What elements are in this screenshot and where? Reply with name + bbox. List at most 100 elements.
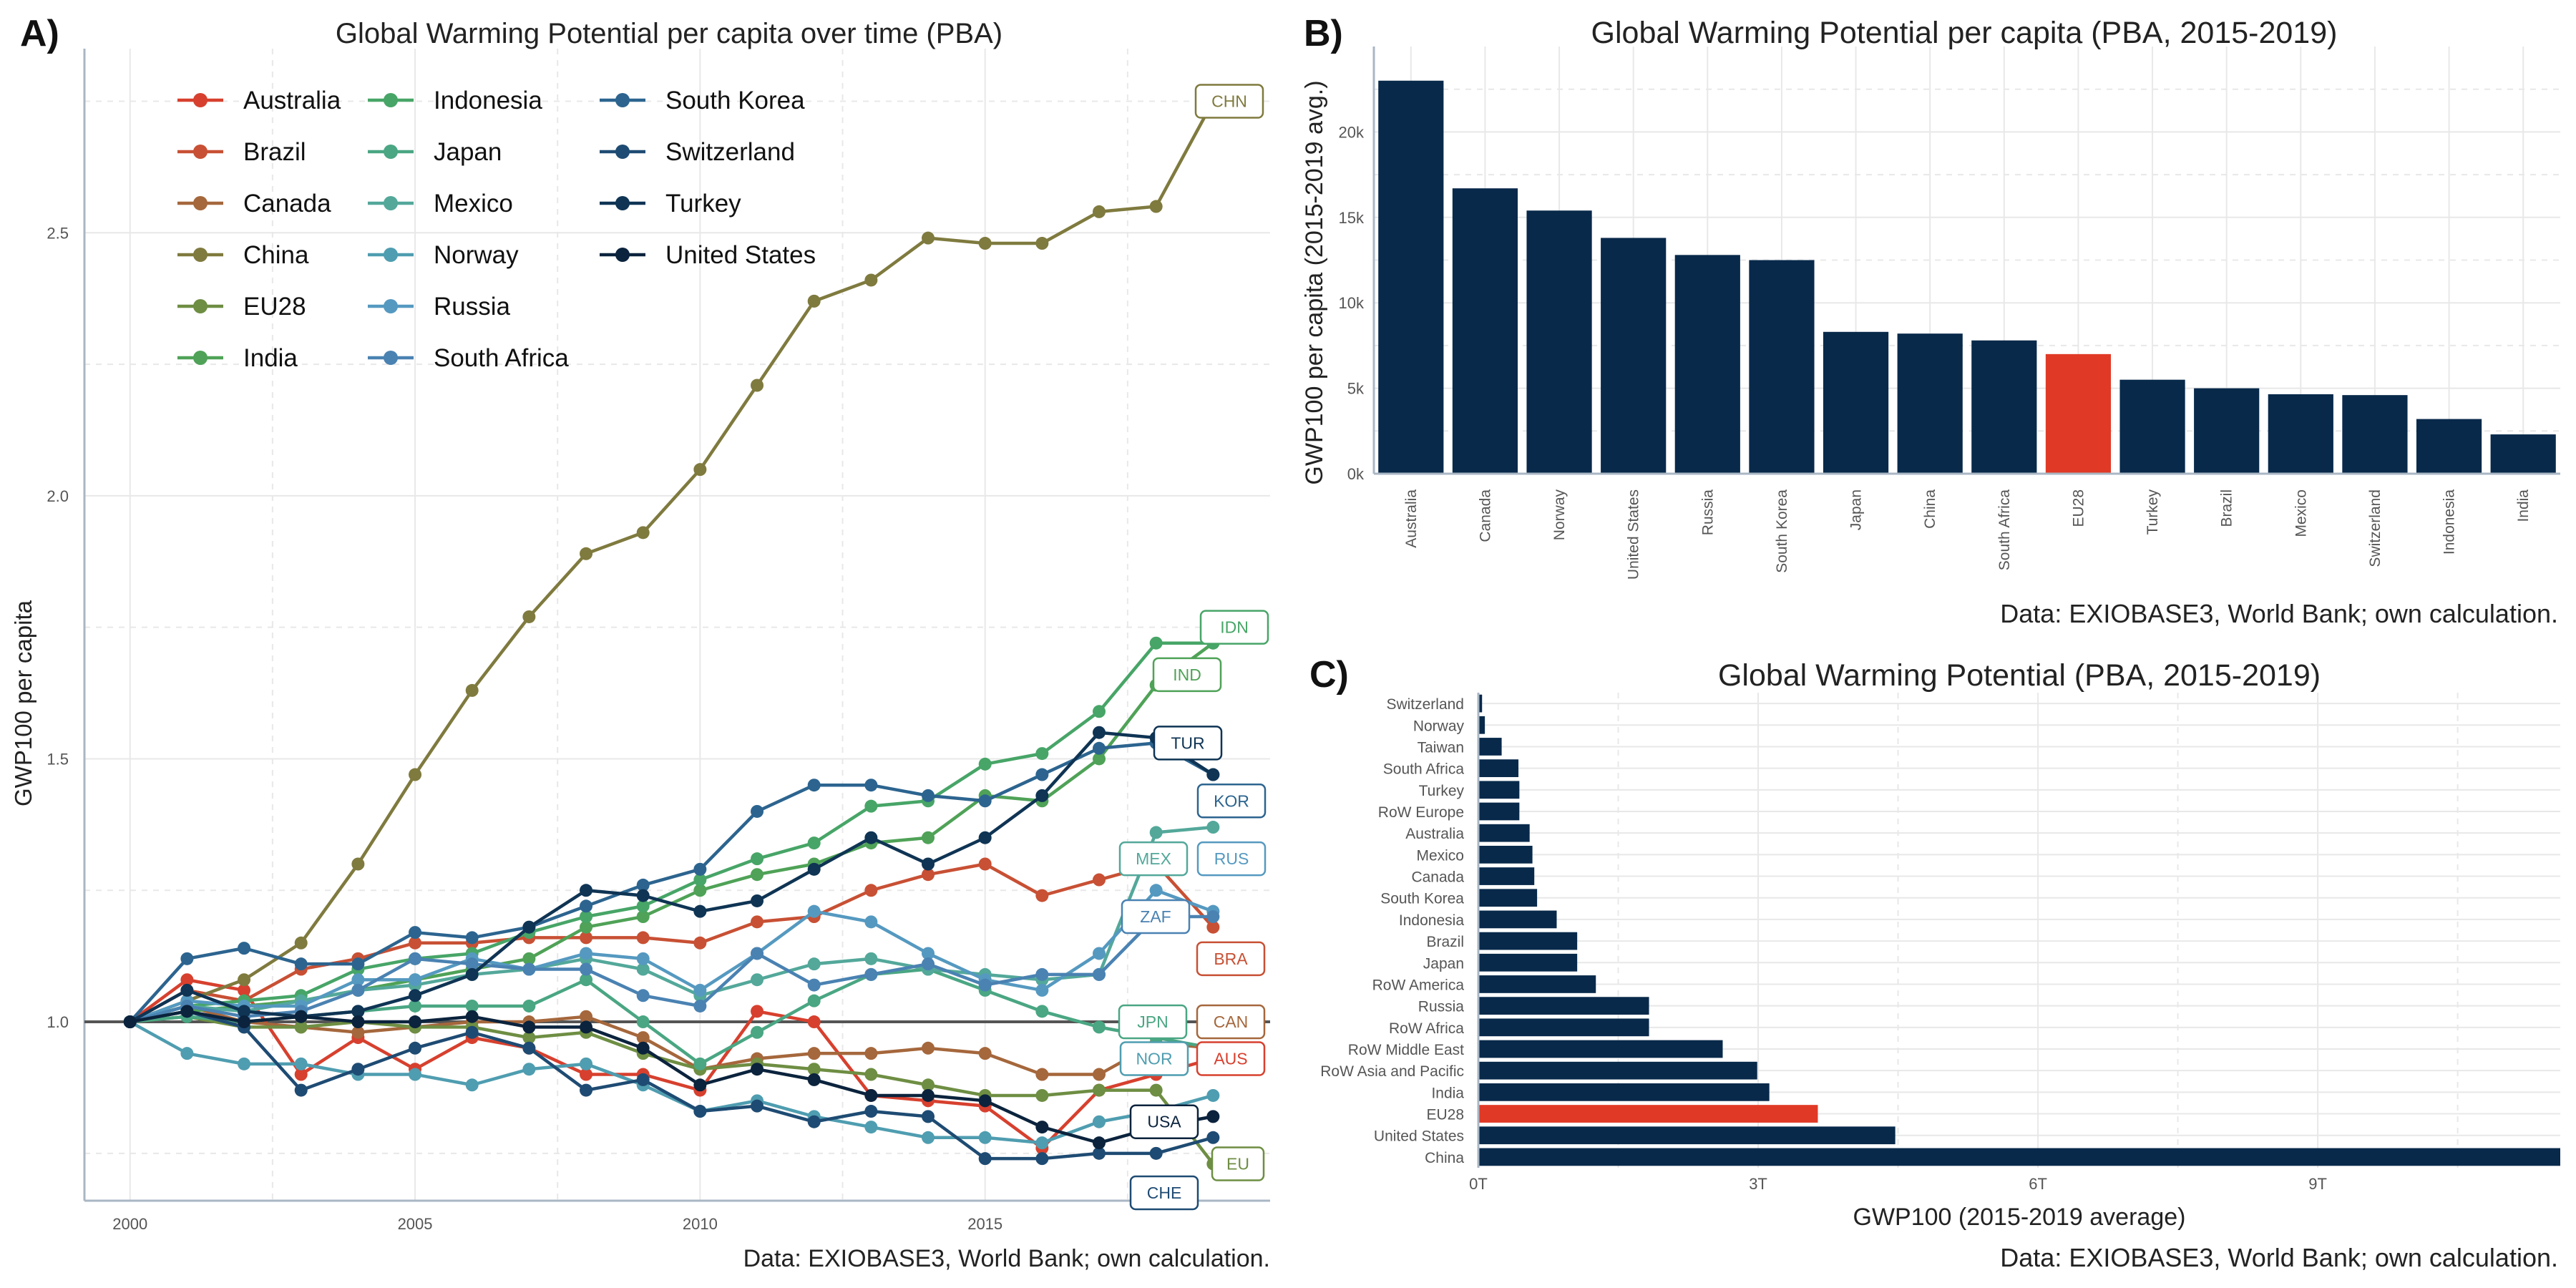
data-point-che — [1035, 1152, 1049, 1166]
data-point-nor — [409, 1068, 422, 1081]
legend-item-label: Brazil — [243, 138, 306, 166]
data-point-tur — [465, 967, 479, 981]
panel-b-bars — [1378, 80, 2556, 474]
end-label-text: USA — [1147, 1113, 1181, 1131]
data-point-eu — [922, 1078, 935, 1092]
end-label-text: MEX — [1136, 849, 1171, 868]
bar-japan — [1478, 953, 1578, 972]
bar-row-europe — [1478, 802, 1520, 821]
bar-canada — [1478, 867, 1535, 885]
data-point-tur — [351, 1005, 365, 1018]
data-point-tur — [522, 920, 536, 934]
data-point-usa — [522, 1020, 536, 1034]
end-label-text: EU — [1226, 1155, 1249, 1174]
data-point-chn — [978, 237, 992, 250]
data-point-chn — [580, 547, 593, 560]
data-point-kor — [409, 926, 422, 940]
data-point-usa — [693, 1078, 707, 1092]
bar-south-korea — [1749, 260, 1815, 474]
data-point-mex — [1149, 826, 1163, 839]
series-line-bra — [129, 862, 1215, 1024]
data-point-rus — [580, 947, 593, 960]
bar-brazil — [2194, 388, 2260, 474]
bar-row-africa — [1478, 1018, 1649, 1037]
end-label-box — [1118, 1004, 1188, 1040]
bar-united-states — [1478, 1126, 1896, 1145]
data-point-usa — [636, 1041, 650, 1055]
legend-key-point — [384, 145, 398, 159]
series-line-kor — [129, 741, 1214, 1023]
x-tick-label: Japan — [1848, 489, 1865, 530]
data-point-kor — [580, 899, 593, 913]
bar-mexico — [1478, 845, 1533, 864]
data-point-can — [351, 1025, 365, 1039]
end-label-box — [1196, 784, 1267, 819]
data-point-chn — [522, 610, 536, 623]
y-tick-label: Canada — [1411, 869, 1464, 886]
data-point-nor — [465, 1078, 479, 1092]
data-point-nor — [1093, 1115, 1106, 1128]
x-tick-label: Australia — [1403, 489, 1420, 548]
y-tick-label: 10k — [1339, 294, 1365, 312]
panel-a-title: Global Warming Potential per capita over… — [336, 18, 1002, 49]
data-point-che — [351, 1063, 365, 1076]
data-point-kor — [180, 952, 194, 965]
x-tick-label: China — [1922, 489, 1938, 529]
x-tick-label: 2005 — [398, 1215, 433, 1233]
data-point-idn — [1035, 747, 1049, 761]
bar-india — [2490, 434, 2556, 474]
y-tick-label: RoW Middle East — [1348, 1042, 1464, 1058]
data-point-aus — [294, 1068, 308, 1081]
series-line-chn — [129, 100, 1215, 1024]
x-tick-label: 3T — [1749, 1175, 1767, 1193]
data-point-nor — [922, 1131, 935, 1144]
series-line-usa — [130, 1010, 1214, 1145]
bar-row-asia-and-pacific — [1478, 1061, 1757, 1080]
legend-key-point — [384, 93, 398, 107]
legend-item-label: Turkey — [665, 190, 741, 218]
y-tick-label: United States — [1374, 1128, 1464, 1145]
y-tick-label: 5k — [1347, 380, 1365, 398]
end-label-text: IND — [1173, 665, 1201, 684]
data-point-chn — [1035, 237, 1049, 250]
series-line-che — [130, 1010, 1214, 1161]
data-point-usa — [351, 1015, 365, 1029]
y-tick-label: China — [1425, 1150, 1464, 1166]
data-point-ind — [693, 884, 707, 897]
end-label-box — [1121, 899, 1191, 935]
legend-item-label: Mexico — [434, 190, 513, 218]
data-point-usa — [238, 1015, 251, 1029]
bar-indonesia — [1478, 910, 1557, 929]
data-point-rus — [693, 983, 707, 997]
data-point-rus — [1093, 947, 1106, 960]
data-point-zaf — [636, 989, 650, 1002]
data-point-can — [922, 1041, 935, 1055]
data-point-zaf — [922, 957, 935, 971]
data-point-che — [693, 1105, 707, 1118]
x-tick-label: 0T — [1469, 1175, 1488, 1193]
y-tick-label: RoW Asia and Pacific — [1320, 1063, 1464, 1080]
bar-russia — [1478, 997, 1649, 1015]
data-point-ind — [922, 831, 935, 844]
y-tick-label: Turkey — [1419, 783, 1465, 799]
bar-switzerland — [1478, 694, 1483, 713]
panel-a-label: A) — [20, 13, 59, 54]
panel-c-xlabel: GWP100 (2015-2019 average) — [1853, 1204, 2186, 1231]
data-point-aus — [580, 1068, 593, 1081]
legend-item-label: Japan — [434, 138, 502, 166]
bar-canada — [1452, 188, 1518, 474]
data-point-usa — [922, 1088, 935, 1102]
panel-a-end-labels: CHN IDN IND TUR KOR MEX RUS ZAF BRA JPN CAN NOR AUS U… — [1118, 84, 1269, 1211]
y-tick-label: Mexico — [1416, 847, 1464, 864]
bar-norway — [1478, 716, 1485, 734]
data-point-bra — [409, 936, 422, 950]
data-point-bra — [864, 884, 878, 897]
data-point-che — [1093, 1146, 1106, 1160]
data-point-can — [978, 1047, 992, 1060]
data-point-chn — [693, 463, 707, 477]
data-point-bra — [693, 936, 707, 950]
series-line-tur — [129, 731, 1214, 1024]
data-point-rus — [409, 973, 422, 987]
